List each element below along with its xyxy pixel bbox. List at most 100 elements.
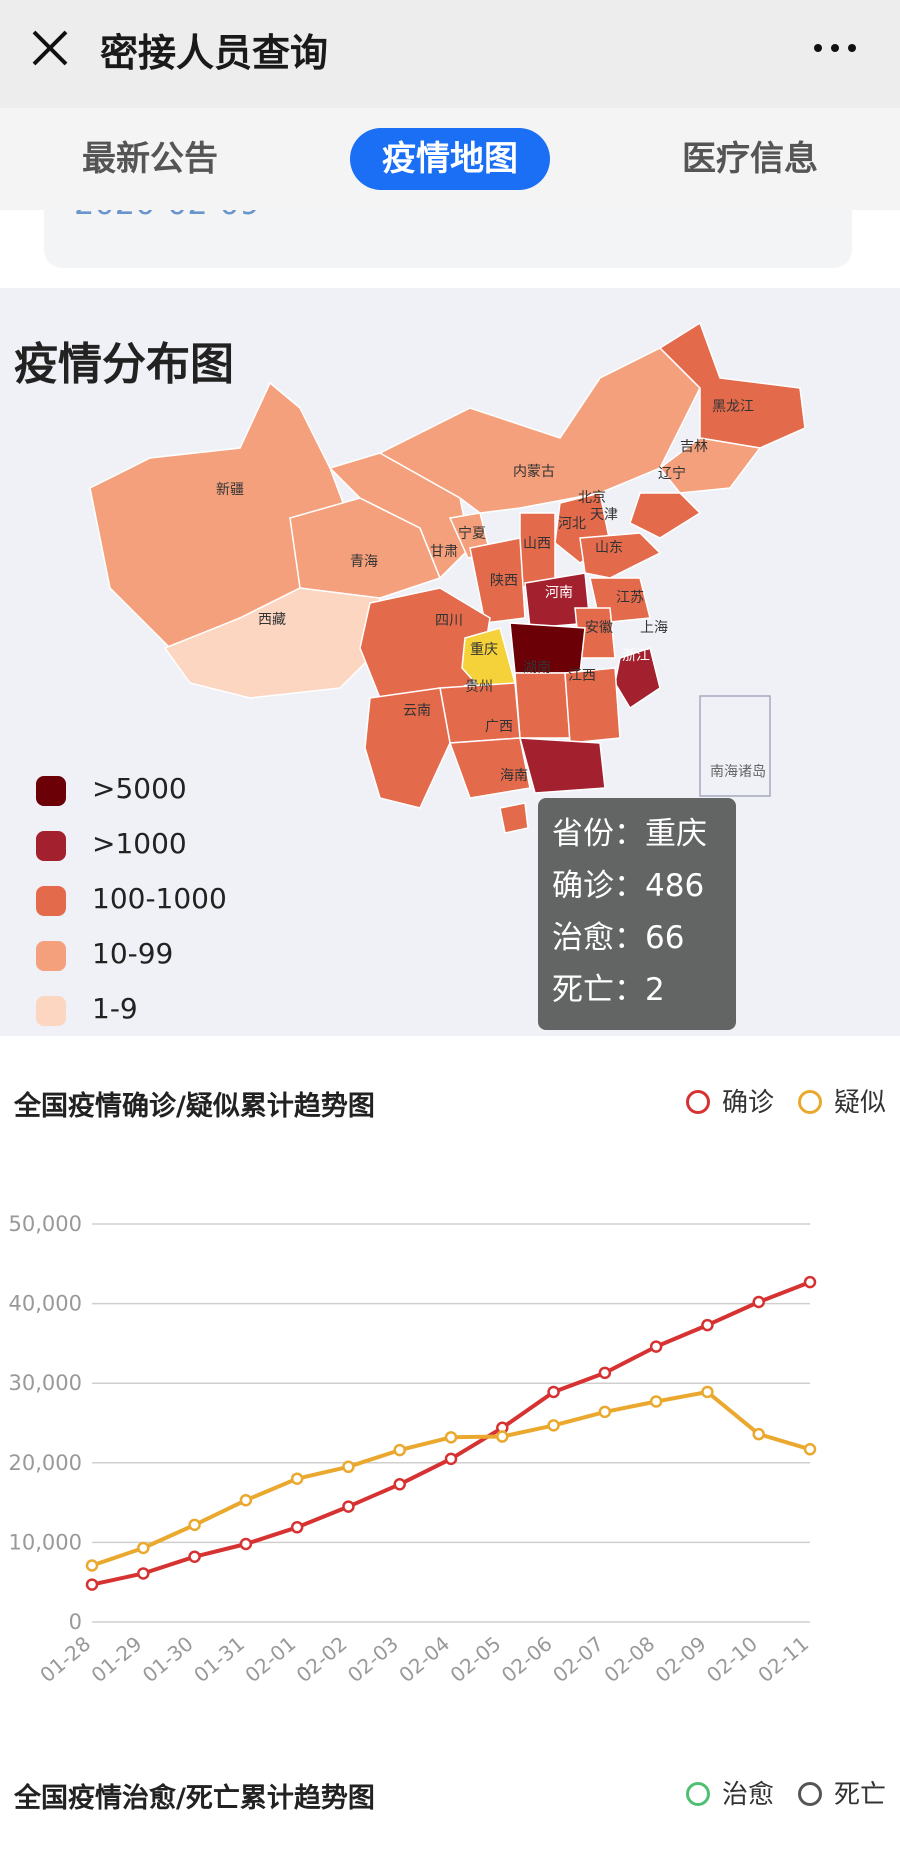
legend-suspected[interactable]: 疑似 [798,1082,886,1119]
legend-cured[interactable]: 治愈 [686,1774,774,1811]
legend-item-100-1000[interactable]: 100-1000 [36,880,256,920]
province-label: 宁夏 [458,525,486,542]
data-point[interactable] [342,1460,355,1474]
province-label: 安徽 [585,620,613,636]
data-point[interactable] [444,1452,458,1466]
legend-item-10-99[interactable]: 10-99 [36,935,256,975]
x-tick-label: 02-04 [394,1631,454,1687]
deaths-legend-icon [798,1782,822,1806]
x-tick-label: 02-11 [753,1631,813,1687]
legend-item-gt1000[interactable]: >1000 [36,825,256,865]
province-tooltip: 省份：重庆 确诊：486 治愈：66 死亡：2 [538,798,736,1030]
tab-epidemic-map[interactable]: 疫情地图 [350,128,550,190]
data-point[interactable] [85,1578,99,1591]
province-label: 内蒙古 [513,464,555,480]
data-point[interactable] [752,1427,765,1441]
data-point[interactable] [547,1385,560,1399]
province-hainan [499,802,529,834]
data-point[interactable] [649,1395,663,1408]
map-section: 疫情分布图 黑龙江 吉林 辽宁 [0,288,900,1036]
more-options-icon[interactable] [810,30,860,66]
data-point[interactable] [188,1550,201,1563]
china-map[interactable]: 黑龙江 吉林 辽宁 内蒙古 北京 天津 河北 山西 山东 新疆 青海 甘肃 宁夏… [0,288,900,1036]
data-point[interactable] [85,1559,99,1572]
data-point[interactable] [393,1443,406,1457]
data-point[interactable] [137,1541,150,1555]
legend-label: 治愈 [722,1780,775,1810]
x-tick-label: 02-10 [702,1631,762,1687]
province-label: 云南 [403,703,431,719]
close-icon[interactable] [28,26,72,70]
province-label: 新疆 [216,482,244,498]
legend-swatch [36,776,66,806]
province-jilin [658,437,762,494]
confirmed-suspected-chart: 全国疫情确诊/疑似累计趋势图 确诊 疑似 50,000 40,000 30,000 2… [0,1036,900,1736]
province-liaoning [629,492,702,539]
tab-latest-notice[interactable]: 最新公告 [82,139,218,179]
province-label: 山东 [595,540,623,556]
province-label: 北京 [578,490,606,506]
x-tick-label: 01-29 [87,1631,147,1687]
province-label: 天津 [590,507,618,523]
data-point[interactable] [547,1419,560,1432]
data-point[interactable] [137,1567,150,1580]
tooltip-province: 省份：重庆 [552,816,707,852]
x-tick-label: 02-02 [292,1631,352,1687]
data-point[interactable] [649,1340,663,1353]
data-point[interactable] [393,1478,406,1491]
data-point[interactable] [290,1521,304,1534]
legend-item-1-9[interactable]: 1-9 [36,990,256,1030]
legend-label: 1-9 [92,992,138,1025]
y-tick-label: 30,000 [9,1371,82,1395]
confirmed-legend-icon [686,1090,710,1114]
tab-medical-info[interactable]: 医疗信息 [682,139,818,179]
legend-swatch [36,886,66,916]
legend-label: 确诊 [722,1088,775,1118]
x-tick-label: 01-30 [138,1631,198,1687]
page-title: 密接人员查询 [100,31,329,75]
province-label: 上海 [640,620,668,636]
data-point[interactable] [598,1366,612,1380]
province-label: 广西 [485,719,513,735]
province-label: 黑龙江 [712,399,754,415]
data-point[interactable] [598,1405,612,1419]
data-point[interactable] [342,1500,355,1513]
data-point[interactable] [444,1431,458,1444]
x-tick-label: 01-28 [35,1631,95,1687]
province-jiangxi [564,667,621,744]
y-tick-label: 50,000 [9,1212,82,1236]
province-label: 江苏 [616,590,644,606]
legend-label: 10-99 [92,937,174,970]
data-point[interactable] [239,1537,253,1551]
data-point[interactable] [803,1275,817,1289]
chart-title: 全国疫情治愈/死亡累计趋势图 [14,1783,375,1814]
data-point[interactable] [188,1518,201,1532]
notice-date: 2020-02-09 [74,210,260,222]
legend-confirmed[interactable]: 确诊 [686,1082,774,1119]
legend-label: 100-1000 [92,882,227,915]
province-label: 南海诸岛 [710,764,766,780]
province-label: 湖南 [523,660,551,676]
province-label: 四川 [435,613,463,629]
y-tick-label: 40,000 [9,1292,82,1316]
data-point[interactable] [290,1472,304,1485]
y-tick-label: 20,000 [9,1451,82,1475]
notice-card[interactable]: 2020-02-09 [44,210,852,268]
data-point[interactable] [701,1318,714,1332]
x-tick-label: 02-09 [651,1631,711,1687]
data-point[interactable] [803,1443,817,1456]
province-label: 海南 [500,768,528,784]
province-label: 甘肃 [430,544,458,560]
province-guangdong [519,737,606,794]
legend-item-gt5000[interactable]: >5000 [36,770,256,810]
legend-deaths[interactable]: 死亡 [798,1774,886,1811]
data-point[interactable] [239,1493,253,1507]
province-label: 西藏 [258,612,286,628]
province-label: 辽宁 [658,465,686,482]
data-point[interactable] [496,1430,509,1443]
x-tick-label: 01-31 [189,1631,249,1687]
data-point[interactable] [752,1295,765,1309]
south-china-sea-inset [699,695,771,797]
data-point[interactable] [701,1385,714,1399]
